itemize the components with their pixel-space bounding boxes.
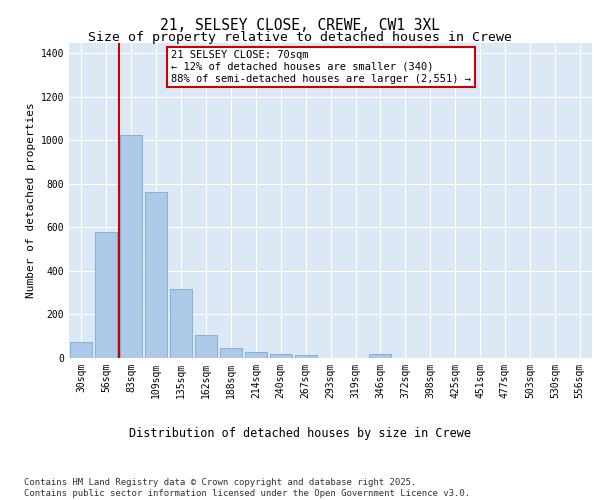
Text: 21, SELSEY CLOSE, CREWE, CW1 3XL: 21, SELSEY CLOSE, CREWE, CW1 3XL — [160, 18, 440, 32]
Y-axis label: Number of detached properties: Number of detached properties — [26, 102, 37, 298]
Bar — [70, 342, 92, 357]
Bar — [270, 354, 292, 358]
Bar — [220, 348, 242, 358]
Bar — [295, 356, 317, 358]
Text: 21 SELSEY CLOSE: 70sqm
← 12% of detached houses are smaller (340)
88% of semi-de: 21 SELSEY CLOSE: 70sqm ← 12% of detached… — [171, 50, 471, 84]
Text: Size of property relative to detached houses in Crewe: Size of property relative to detached ho… — [88, 31, 512, 44]
Bar — [95, 232, 118, 358]
Bar — [245, 352, 267, 358]
Text: Distribution of detached houses by size in Crewe: Distribution of detached houses by size … — [129, 428, 471, 440]
Bar — [370, 354, 391, 358]
Text: Contains HM Land Registry data © Crown copyright and database right 2025.
Contai: Contains HM Land Registry data © Crown c… — [24, 478, 470, 498]
Bar — [145, 192, 167, 358]
Bar — [195, 334, 217, 357]
Bar — [121, 135, 142, 358]
Bar — [170, 289, 192, 358]
